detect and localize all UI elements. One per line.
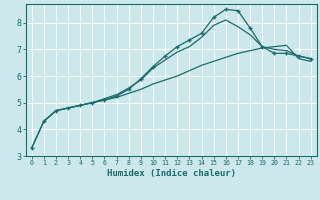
X-axis label: Humidex (Indice chaleur): Humidex (Indice chaleur) (107, 169, 236, 178)
